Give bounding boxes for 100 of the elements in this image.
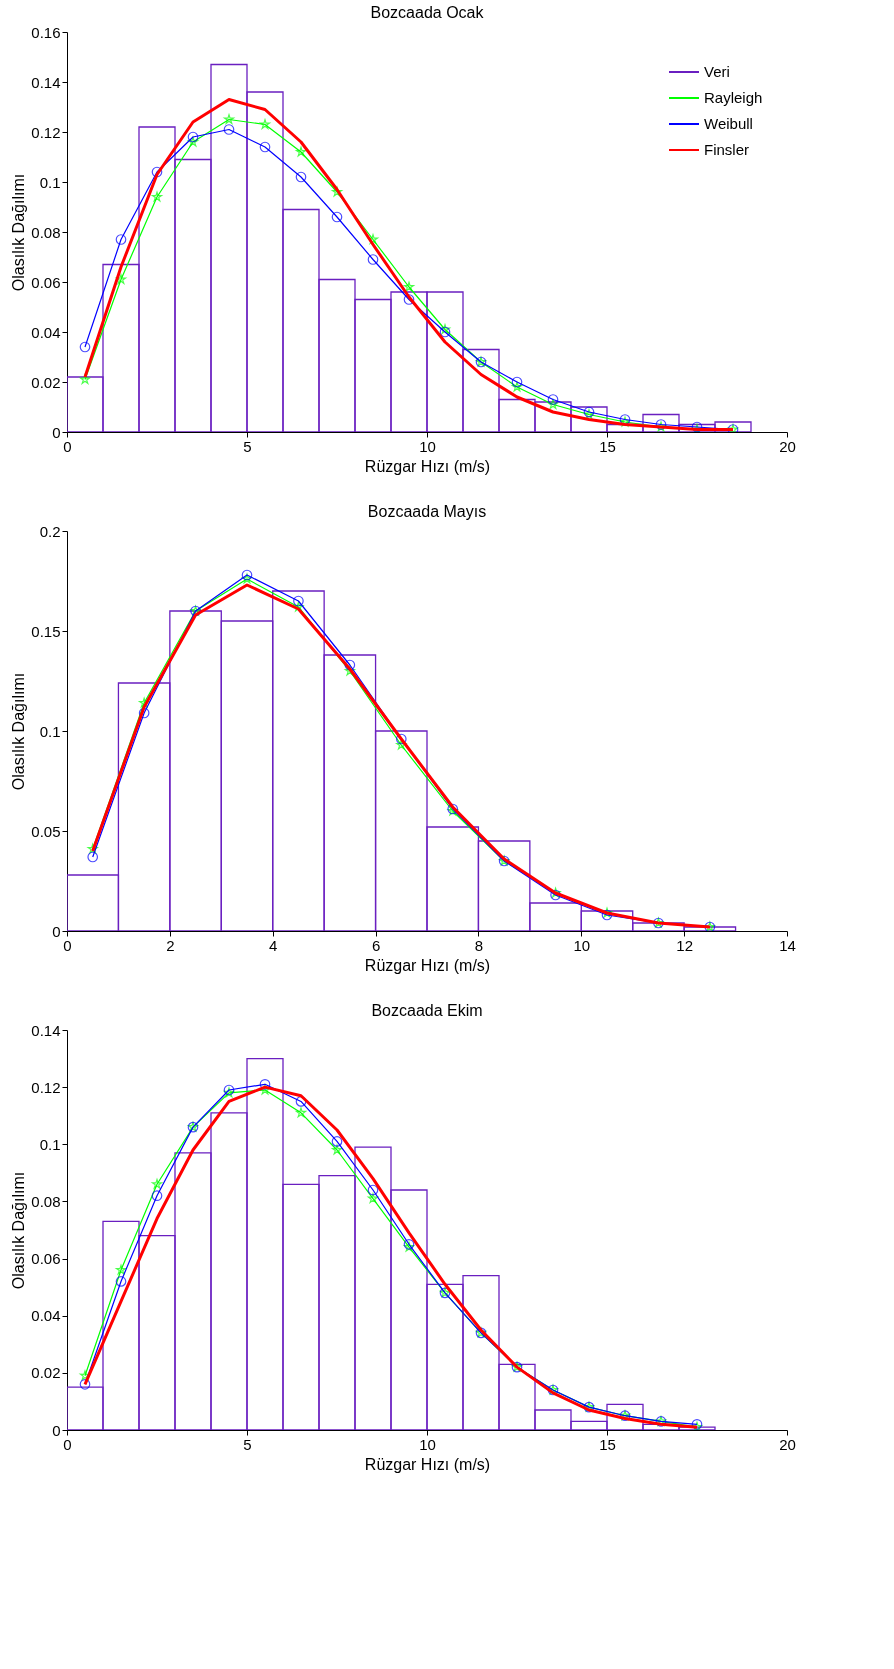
y-tick-label: 0.04 [31,323,61,341]
point [367,254,379,265]
point [79,341,91,353]
point [403,294,415,305]
point [331,211,343,223]
y-tick-label: 0 [52,922,61,940]
point [367,1184,379,1196]
point [241,573,253,584]
x-tick-label: 20 [779,437,796,455]
point [151,166,163,178]
x-tick-label: 6 [371,936,381,954]
y-tick-label: 0.06 [31,1250,61,1268]
x-tick-label: 0 [63,936,72,954]
x-tick-label: 5 [243,437,252,455]
y-tick-label: 0.16 [31,23,61,41]
x-tick-label: 10 [419,437,436,455]
legend-label: Weibull [704,115,753,132]
y-tick-label: 0.02 [31,373,61,391]
chart-title: Bozcaada Mayıs [367,503,487,520]
point [511,381,523,392]
point [151,191,163,202]
point [115,1264,127,1275]
point [367,1193,379,1204]
x-tick-label: 8 [474,936,484,954]
point [223,124,235,135]
y-tick-label: 0.14 [31,1021,61,1039]
point [187,131,199,143]
point [115,274,127,284]
point [79,1370,91,1381]
y-tick-label: 0.06 [31,273,61,291]
chart-title: Bozcaada Ocak [370,4,485,21]
x-tick-label: 5 [243,1435,252,1453]
y-tick-label: 0.05 [31,822,61,840]
y-tick-label: 0.08 [31,223,61,241]
point [87,843,98,854]
point [396,739,407,750]
point [79,1378,91,1390]
point [115,234,127,245]
legend-label: Finsler [704,141,750,158]
point [367,234,379,244]
point [295,171,307,183]
x-tick-label: 2 [166,936,175,954]
y-tick-label: 0 [52,423,61,441]
y-axis-title: Olasılık Dağılımı [10,1171,28,1290]
y-tick-label: 0.15 [31,622,61,640]
x-tick-label: 20 [779,1435,796,1453]
x-tick-label: 15 [599,437,616,455]
y-tick-label: 0.1 [39,722,61,740]
y-axis-title: Olasılık Dağılımı [10,173,28,292]
point [439,324,451,334]
x-tick-label: 10 [419,1435,436,1453]
point [295,146,307,157]
point [139,697,150,708]
point [547,394,559,405]
point [187,136,199,147]
x-axis-title: Rüzgar Hızı (m/s) [364,1455,491,1473]
y-axis-title: Olasılık Dağılımı [10,672,28,791]
y-tick-label: 0.1 [39,173,61,191]
point [293,595,304,607]
point [138,707,150,719]
point [547,399,559,409]
point [259,119,271,129]
legend-label: Veri [704,63,730,80]
y-tick-label: 0.02 [31,1364,61,1382]
point [223,114,235,124]
point [344,659,356,671]
point [331,1136,343,1147]
y-tick-label: 0 [52,1421,61,1439]
point [87,851,99,863]
point [151,1178,163,1189]
point [511,376,523,388]
point [331,1144,343,1155]
x-tick-label: 14 [779,936,796,954]
point [331,186,343,197]
legend-label: Rayleigh [704,89,763,106]
point [295,1107,307,1118]
x-tick-label: 0 [63,437,72,455]
x-tick-label: 10 [573,936,591,954]
x-tick-label: 12 [676,936,693,954]
y-tick-label: 0.2 [39,522,61,540]
y-tick-label: 0.04 [31,1307,61,1325]
y-tick-label: 0.1 [39,1135,61,1153]
point [395,733,407,745]
point [439,326,451,338]
x-axis-title: Rüzgar Hızı (m/s) [364,457,491,475]
point [151,1190,163,1202]
point [293,601,304,612]
chart-title: Bozcaada Ekim [371,1002,483,1019]
x-tick-label: 15 [599,1435,616,1453]
y-tick-label: 0.12 [31,1078,61,1096]
point [259,141,271,153]
x-axis-title: Rüzgar Hızı (m/s) [364,956,491,974]
point [115,1276,127,1287]
point [403,281,415,292]
y-tick-label: 0.12 [31,123,61,141]
y-tick-label: 0.14 [31,73,61,91]
x-tick-label: 4 [269,936,278,954]
point [259,1078,271,1090]
y-tick-label: 0.08 [31,1192,61,1210]
x-tick-label: 0 [63,1435,72,1453]
